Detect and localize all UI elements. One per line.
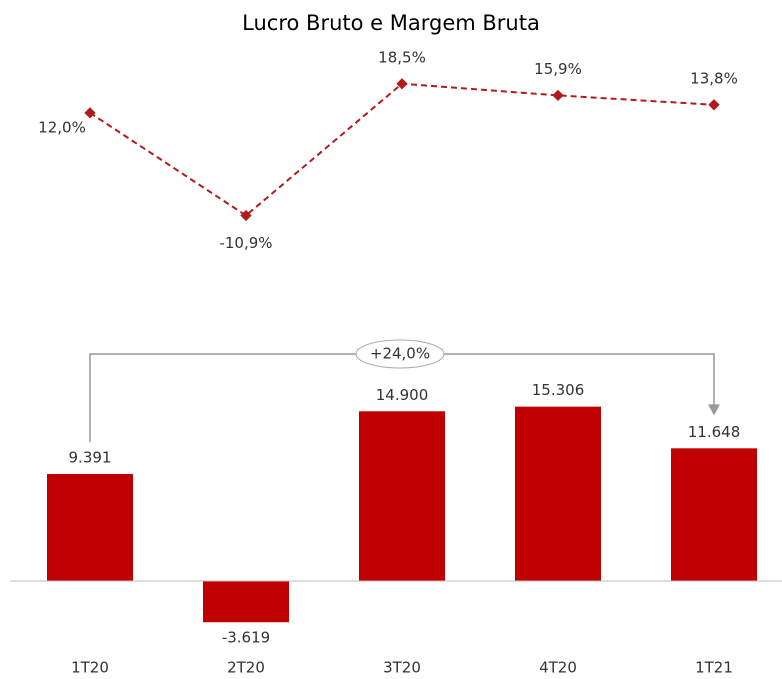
marker xyxy=(240,209,252,222)
annotation-arrow xyxy=(708,404,720,416)
bar xyxy=(203,580,289,623)
annotation: +24,0% xyxy=(370,345,430,363)
bar xyxy=(359,411,445,581)
x-tick-label: 3T20 xyxy=(383,659,421,677)
data-label: -10,9% xyxy=(219,234,272,252)
data-label: 15.306 xyxy=(532,381,585,399)
marker xyxy=(708,99,720,111)
bar xyxy=(515,406,601,581)
x-tick-label: 2T20 xyxy=(227,659,265,677)
x-tick-label: 1T20 xyxy=(71,659,109,677)
data-label: 9.391 xyxy=(69,449,112,467)
data-label: 11.648 xyxy=(688,423,741,441)
data-label: 15,9% xyxy=(534,60,582,78)
x-tick-label: 4T20 xyxy=(539,659,577,677)
bar xyxy=(47,474,133,581)
margin-line xyxy=(89,82,715,217)
data-label: 13,8% xyxy=(690,69,738,87)
data-label: 18,5% xyxy=(378,48,426,66)
x-tick-label: 1T21 xyxy=(695,659,733,677)
marker xyxy=(84,107,96,119)
chart-title: Lucro Bruto e Margem Bruta xyxy=(242,11,540,35)
bar xyxy=(671,448,757,581)
data-label: -3.619 xyxy=(222,629,270,647)
annotation-bubble xyxy=(355,339,445,369)
data-label: 14.900 xyxy=(376,386,429,404)
data-label: 12,0% xyxy=(38,118,86,136)
marker xyxy=(552,89,564,102)
